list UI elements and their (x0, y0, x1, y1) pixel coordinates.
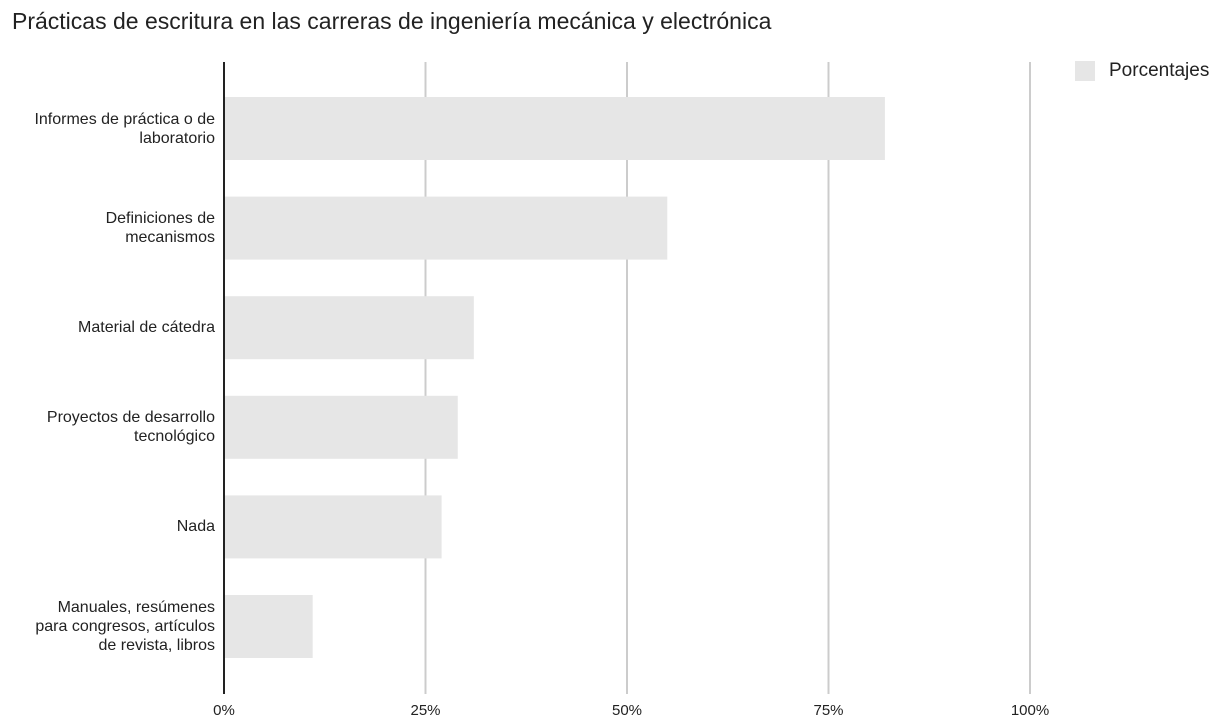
x-tick-label: 100% (1010, 702, 1050, 719)
x-tick-label: 75% (813, 702, 844, 719)
category-label: Proyectos de desarrollo tecnológico (46, 409, 215, 446)
legend: Porcentajes (1075, 60, 1209, 82)
x-tick-label: 50% (611, 702, 643, 719)
category-label: Definiciones de mecanismos (105, 210, 215, 247)
bar (224, 97, 885, 160)
chart-title: Prácticas de escritura en las carreras d… (12, 8, 772, 34)
legend-swatch (1075, 61, 1095, 81)
bar (224, 296, 474, 360)
x-tick-label: 0% (213, 702, 235, 719)
category-label: Nada (176, 518, 215, 536)
category-label: Manuales, resúmenes para congresos, artíc… (35, 599, 215, 654)
category-label: Material de cátedra (78, 319, 215, 337)
bar (224, 196, 668, 260)
bar (224, 395, 458, 459)
legend-label: Porcentajes (1109, 60, 1210, 81)
category-label: Informes de práctica o de laboratorio (34, 110, 215, 147)
bar (224, 495, 442, 559)
bar (224, 595, 313, 658)
x-tick-label: 25% (410, 702, 441, 719)
